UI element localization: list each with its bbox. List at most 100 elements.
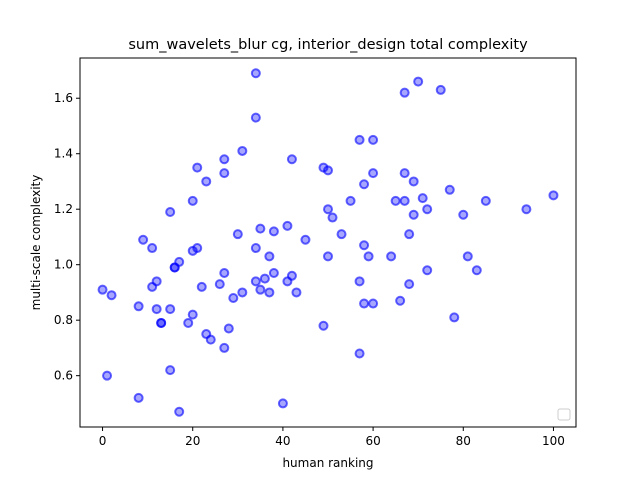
data-point bbox=[435, 84, 446, 95]
data-point bbox=[214, 279, 225, 290]
data-point bbox=[408, 209, 419, 220]
data-point bbox=[192, 243, 203, 254]
data-point bbox=[458, 209, 469, 220]
data-point bbox=[259, 273, 270, 284]
data-point bbox=[268, 268, 279, 279]
data-point bbox=[237, 287, 248, 298]
data-point bbox=[219, 154, 230, 165]
data-point bbox=[449, 312, 460, 323]
data-point bbox=[359, 298, 370, 309]
data-point bbox=[165, 365, 176, 376]
data-point bbox=[138, 234, 149, 245]
y-axis-label: multi-scale complexity bbox=[29, 175, 43, 311]
data-point bbox=[174, 406, 185, 417]
data-point bbox=[196, 281, 207, 292]
data-point bbox=[223, 323, 234, 334]
data-point bbox=[250, 68, 261, 79]
x-tick-label: 100 bbox=[542, 434, 565, 448]
data-point bbox=[422, 265, 433, 276]
data-point bbox=[422, 204, 433, 215]
data-point bbox=[228, 292, 239, 303]
data-point bbox=[187, 309, 198, 320]
data-point bbox=[462, 251, 473, 262]
data-point bbox=[237, 145, 248, 156]
data-point bbox=[399, 168, 410, 179]
data-point bbox=[268, 226, 279, 237]
data-point bbox=[548, 190, 559, 201]
data-point bbox=[174, 256, 185, 267]
data-point bbox=[255, 223, 266, 234]
data-point bbox=[147, 243, 158, 254]
data-point bbox=[133, 301, 144, 312]
data-point bbox=[417, 193, 428, 204]
data-point bbox=[250, 243, 261, 254]
data-point bbox=[399, 87, 410, 98]
data-point bbox=[354, 134, 365, 145]
data-point bbox=[106, 290, 117, 301]
data-point bbox=[156, 317, 167, 328]
data-point bbox=[232, 229, 243, 240]
data-point bbox=[165, 304, 176, 315]
x-tick-label: 0 bbox=[99, 434, 107, 448]
data-point bbox=[413, 76, 424, 87]
data-point bbox=[205, 334, 216, 345]
data-point bbox=[390, 195, 401, 206]
legend-box bbox=[557, 408, 571, 421]
data-point bbox=[318, 320, 329, 331]
data-point bbox=[300, 234, 311, 245]
data-point bbox=[219, 342, 230, 353]
data-point bbox=[368, 134, 379, 145]
data-point bbox=[521, 204, 532, 215]
x-tick-label: 80 bbox=[456, 434, 471, 448]
data-points bbox=[97, 68, 559, 417]
data-point bbox=[336, 229, 347, 240]
data-point bbox=[386, 251, 397, 262]
data-point bbox=[359, 179, 370, 190]
data-point bbox=[359, 240, 370, 251]
data-point bbox=[264, 287, 275, 298]
data-point bbox=[323, 251, 333, 262]
data-point bbox=[201, 176, 212, 187]
x-tick-label: 60 bbox=[365, 434, 380, 448]
x-tick-label: 20 bbox=[185, 434, 200, 448]
y-tick-label: 1.4 bbox=[54, 147, 73, 161]
data-point bbox=[368, 298, 379, 309]
data-point bbox=[187, 195, 198, 206]
data-point bbox=[151, 276, 162, 287]
data-point bbox=[250, 276, 261, 287]
data-point bbox=[404, 229, 415, 240]
chart-title: sum_wavelets_blur cg, interior_design to… bbox=[128, 37, 528, 53]
data-point bbox=[345, 195, 356, 206]
data-point bbox=[291, 287, 302, 298]
data-point bbox=[363, 251, 374, 262]
y-tick-label: 1.2 bbox=[54, 202, 73, 216]
data-point bbox=[399, 195, 410, 206]
data-point bbox=[444, 184, 455, 195]
data-point bbox=[408, 176, 419, 187]
data-point bbox=[192, 162, 203, 173]
data-point bbox=[327, 212, 338, 223]
data-point bbox=[102, 370, 113, 381]
data-point bbox=[282, 220, 293, 231]
y-tick-label: 1.6 bbox=[54, 91, 73, 105]
data-point bbox=[165, 206, 176, 217]
data-point bbox=[133, 392, 144, 403]
y-axis-ticks: 0.6 0.8 1.0 1.2 1.4 1.6 bbox=[54, 91, 80, 383]
data-point bbox=[277, 398, 288, 409]
data-point bbox=[286, 154, 297, 165]
data-point bbox=[323, 165, 333, 176]
data-point bbox=[480, 195, 491, 206]
data-point bbox=[219, 268, 230, 279]
data-point bbox=[471, 265, 482, 276]
data-point bbox=[395, 295, 406, 306]
x-tick-label: 40 bbox=[275, 434, 290, 448]
data-point bbox=[286, 270, 297, 281]
data-point bbox=[255, 284, 266, 295]
data-point bbox=[368, 168, 379, 179]
plot-frame bbox=[79, 57, 577, 428]
data-point bbox=[151, 304, 162, 315]
y-tick-label: 0.8 bbox=[54, 313, 73, 327]
x-axis-label: human ranking bbox=[282, 456, 373, 470]
